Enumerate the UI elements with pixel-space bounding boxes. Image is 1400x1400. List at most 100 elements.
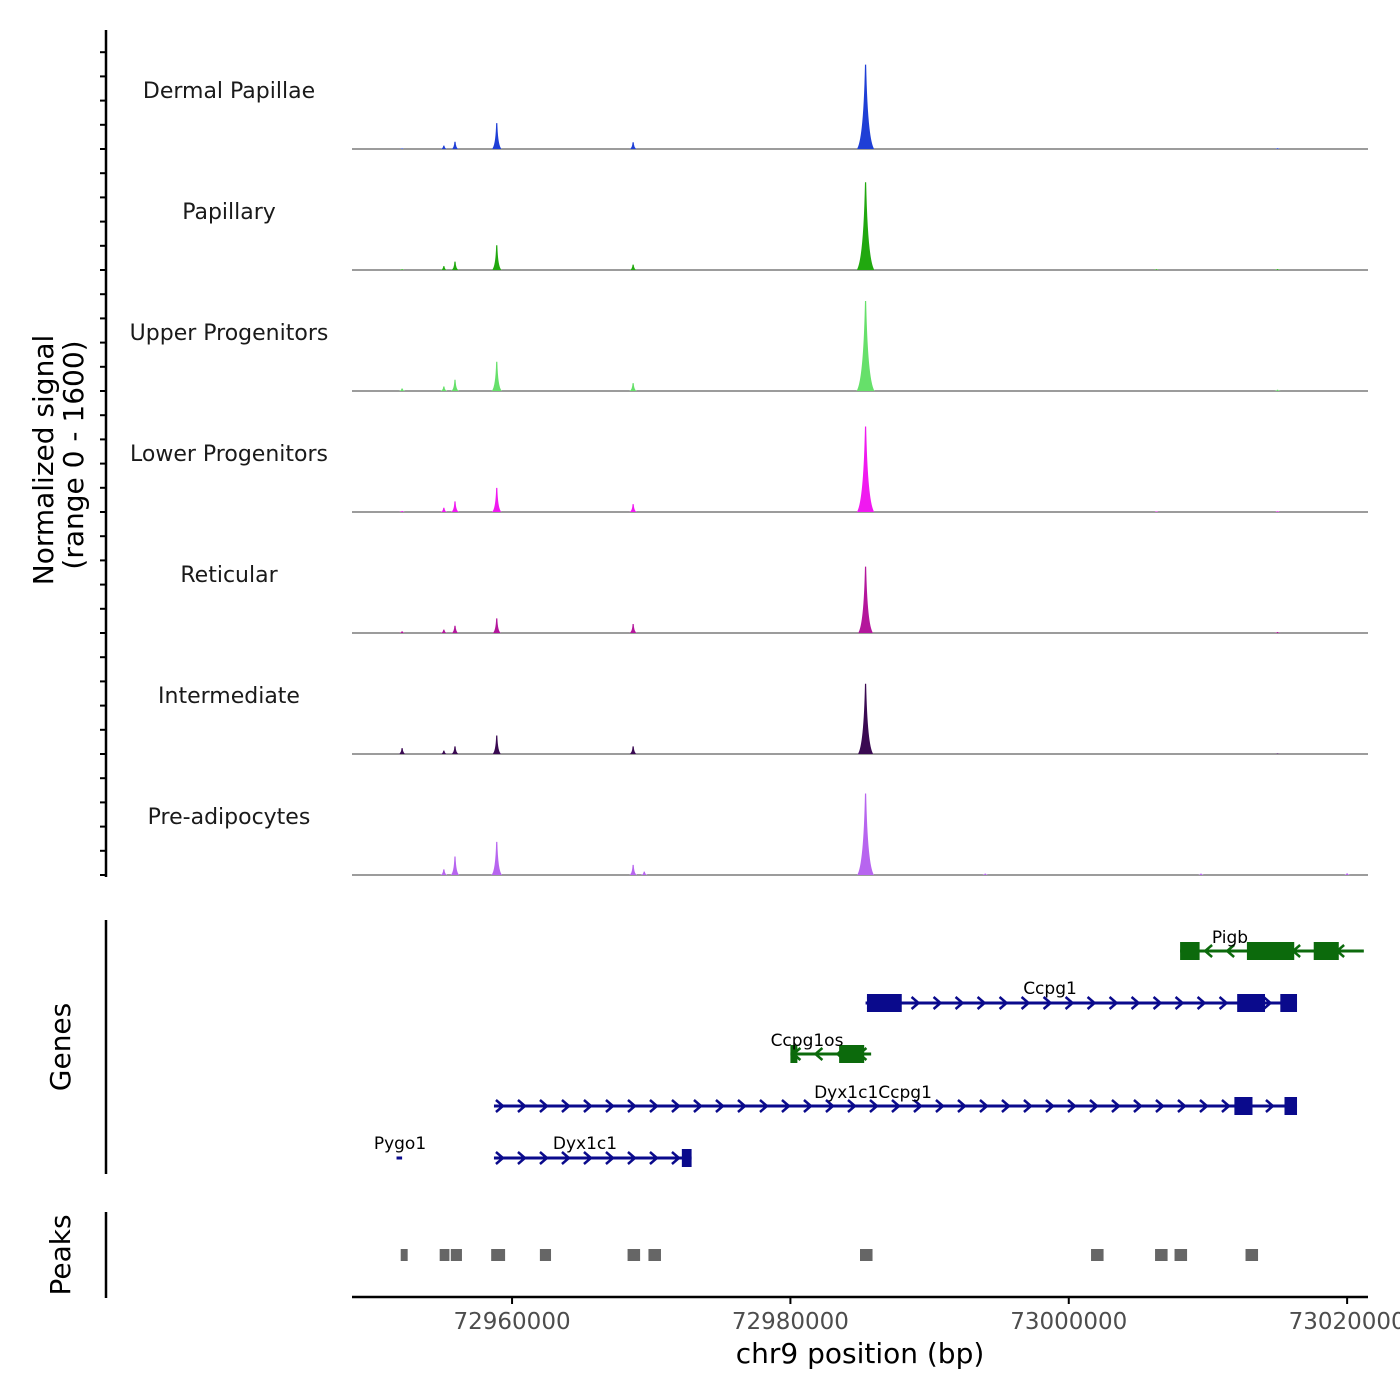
gene-exon — [1180, 942, 1200, 960]
coverage-peak — [857, 683, 874, 754]
coverage-peak — [451, 379, 459, 391]
gene-ccpg1: Ccpg1 — [865, 979, 1298, 1012]
strand-arrow — [495, 1151, 505, 1165]
strand-arrow — [649, 1151, 659, 1165]
genes-axis-title: Genes — [44, 1003, 77, 1091]
strand-arrow — [605, 1099, 615, 1113]
strand-arrow — [583, 1151, 593, 1165]
gene-label: Dyx1c1 — [553, 1134, 617, 1154]
strand-arrow — [954, 996, 965, 1010]
x-tick-label: 73020000 — [1289, 1309, 1400, 1335]
track-label: Dermal Papillae — [143, 79, 315, 104]
strand-arrow — [1133, 1099, 1143, 1113]
peak-region — [539, 1249, 552, 1261]
strand-arrow — [869, 1099, 879, 1113]
strand-arrow — [1064, 996, 1075, 1010]
coverage-peak — [451, 625, 459, 633]
coverage-peak — [491, 361, 502, 391]
track-label: Upper Progenitors — [130, 321, 329, 346]
coverage-peak — [629, 383, 637, 391]
strand-arrow — [517, 1151, 527, 1165]
strand-arrow — [957, 1099, 967, 1113]
coverage-peak — [629, 504, 637, 512]
track-upper-progenitors: Upper Progenitors — [130, 301, 1368, 392]
strand-arrow — [891, 1099, 901, 1113]
coverage-peak — [398, 748, 406, 754]
peak-region — [1155, 1249, 1168, 1261]
x-axis-title: chr9 position (bp) — [736, 1337, 985, 1370]
track-dermal-papillae: Dermal Papillae — [143, 64, 1368, 150]
peak-region — [450, 1249, 462, 1261]
peak-region — [1245, 1249, 1259, 1261]
strand-arrow — [935, 1099, 945, 1113]
gene-exon — [1284, 1097, 1298, 1115]
strand-arrow — [495, 1099, 505, 1113]
strand-arrow — [1177, 1099, 1187, 1113]
strand-arrow — [847, 1099, 857, 1113]
strand-arrow — [539, 1099, 549, 1113]
track-label: Reticular — [180, 563, 278, 588]
track-reticular: Reticular — [180, 563, 1368, 634]
strand-arrow — [671, 1151, 681, 1165]
strand-arrow — [976, 996, 987, 1010]
coverage-peak — [492, 618, 501, 633]
gene-exon — [1234, 1097, 1253, 1115]
strand-arrow — [627, 1099, 637, 1113]
y-axis-title-line1: Normalized signal — [27, 335, 60, 586]
coverage-peak — [856, 426, 875, 512]
strand-arrow — [583, 1099, 593, 1113]
track-lower-progenitors: Lower Progenitors — [130, 426, 1368, 513]
coverage-peak — [856, 301, 875, 391]
coverage-peak — [1274, 631, 1281, 633]
strand-arrow — [1265, 1099, 1275, 1113]
strand-arrow — [1023, 1099, 1033, 1113]
coverage-peak — [440, 266, 448, 270]
coverage-peak — [491, 841, 503, 875]
strand-arrow — [825, 1099, 835, 1113]
strand-arrow — [1086, 996, 1097, 1010]
gene-exon — [1237, 994, 1266, 1012]
strand-arrow — [1130, 996, 1141, 1010]
gene-label: Ccpg1 — [1023, 979, 1077, 999]
strand-arrow — [561, 1151, 571, 1165]
gene-label: Pygo1 — [374, 1134, 426, 1154]
coverage-peak — [1153, 511, 1160, 512]
track-label: Papillary — [182, 200, 276, 225]
strand-arrow — [1155, 1099, 1165, 1113]
coverage-peak — [440, 507, 448, 512]
x-tick-label: 73000000 — [1010, 1309, 1127, 1335]
peak-region — [860, 1249, 873, 1261]
gene-exon — [1280, 994, 1298, 1012]
strand-arrow — [1196, 996, 1207, 1010]
strand-arrow — [1174, 996, 1185, 1010]
strand-arrow — [1152, 996, 1163, 1010]
coverage-peak — [856, 64, 875, 149]
coverage-peak — [629, 864, 637, 875]
coverage-peak — [398, 510, 406, 512]
y-axis-title-line2: (range 0 - 1600) — [57, 340, 90, 569]
coverage-peak — [491, 123, 502, 149]
strand-arrow — [1020, 996, 1031, 1010]
coverage-peak — [398, 388, 406, 391]
coverage-peak — [440, 629, 448, 633]
x-tick-label: 72960000 — [454, 1309, 571, 1335]
peak-region — [400, 1249, 408, 1261]
gene-dyx1c1: Dyx1c1 — [493, 1134, 692, 1167]
coverage-peak — [451, 501, 459, 512]
coverage-peak — [440, 386, 448, 391]
coverage-peak — [398, 148, 406, 149]
strand-arrow — [1111, 1099, 1121, 1113]
coverage-peak — [629, 624, 637, 633]
peak-region — [491, 1249, 506, 1261]
peak-region — [439, 1249, 450, 1261]
strand-arrow — [649, 1099, 659, 1113]
coverage-peak — [491, 245, 502, 270]
strand-arrow — [715, 1099, 725, 1113]
coverage-peak — [1274, 148, 1281, 149]
strand-arrow — [1199, 1099, 1209, 1113]
coverage-peak — [629, 746, 637, 754]
strand-arrow — [781, 1099, 791, 1113]
strand-arrow — [1203, 944, 1213, 958]
coverage-peak — [1274, 753, 1281, 754]
